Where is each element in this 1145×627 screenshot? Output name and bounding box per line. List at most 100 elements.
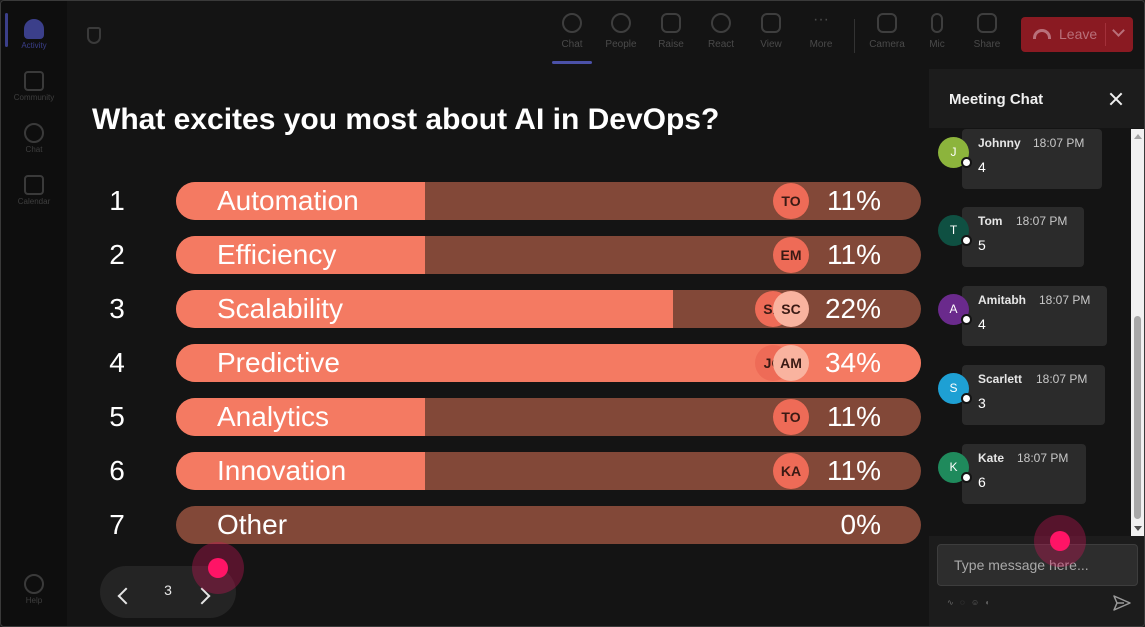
chat-sender-name: Tom bbox=[978, 214, 1003, 228]
rail-item-label: Calendar bbox=[17, 197, 51, 206]
leave-label: Leave bbox=[1059, 26, 1098, 42]
poll-option-label: Predictive bbox=[217, 347, 340, 378]
chat-timestamp: 18:07 PM bbox=[1033, 136, 1085, 150]
rail-item-help[interactable]: Help bbox=[5, 566, 63, 616]
poll-option-fill bbox=[176, 182, 425, 220]
poll-option-bar: Other 0% bbox=[176, 506, 921, 544]
poll-option-label: Efficiency bbox=[217, 239, 337, 270]
chat-scrollbar[interactable] bbox=[1131, 129, 1144, 536]
click-marker bbox=[192, 542, 244, 594]
scrollbar-thumb[interactable] bbox=[1134, 316, 1141, 519]
presence-status-dot bbox=[961, 472, 972, 483]
toolbar-mic-button[interactable]: Mic bbox=[914, 11, 960, 61]
toolbar-camera-button[interactable]: Camera bbox=[864, 11, 910, 61]
chat-sender-name: Kate bbox=[978, 451, 1005, 465]
rail-item-chat[interactable]: Chat bbox=[5, 115, 63, 165]
poll-option-label: Other bbox=[217, 509, 288, 540]
rail-item-activity[interactable]: Activity bbox=[5, 11, 63, 61]
chat-message-text: 4 bbox=[978, 316, 986, 332]
toolbar-react-button[interactable]: React bbox=[698, 11, 744, 61]
chat-timestamp: 18:07 PM bbox=[1017, 451, 1069, 465]
leave-button[interactable]: Leave bbox=[1021, 17, 1133, 52]
chat-timestamp: 18:07 PM bbox=[1039, 293, 1091, 307]
rail-item-label: Community bbox=[13, 93, 55, 102]
voter-avatar: AM bbox=[773, 345, 809, 381]
avatar[interactable]: S bbox=[938, 373, 969, 404]
chevron-left-icon bbox=[117, 587, 135, 605]
rail-item-calendar[interactable]: Calendar bbox=[5, 167, 63, 217]
rail-item-label: Activity bbox=[21, 41, 47, 50]
send-button[interactable] bbox=[1112, 594, 1132, 612]
toolbar-button-label: React bbox=[707, 39, 735, 50]
sticker-icon[interactable]: ◐ bbox=[985, 598, 993, 607]
left-rail: Activity Community Chat Calendar Help bbox=[1, 1, 67, 626]
chat-message[interactable]: Amitabh 18:07 PM 4 A bbox=[929, 286, 1131, 348]
toolbar-raise-button[interactable]: Raise bbox=[648, 11, 694, 61]
scroll-up-arrow-icon[interactable] bbox=[1134, 134, 1142, 139]
chat-icon bbox=[562, 13, 582, 33]
toolbar-chat-button[interactable]: Chat bbox=[549, 11, 595, 64]
presence-status-dot bbox=[961, 314, 972, 325]
chat-message[interactable]: Johnny 18:07 PM 4 J bbox=[929, 129, 1131, 191]
poll-option-number: 7 bbox=[109, 509, 125, 540]
prev-page-button[interactable] bbox=[110, 572, 144, 612]
toolbar-button-label: Raise bbox=[658, 39, 684, 50]
community-icon bbox=[24, 71, 44, 91]
rail-item-community[interactable]: Community bbox=[5, 63, 63, 113]
chat-message-list[interactable]: Johnny 18:07 PM 4 J Tom 18:07 PM 5 T Amitabh 18:0… bbox=[929, 129, 1131, 536]
emoji-icon[interactable]: ☺ bbox=[970, 598, 982, 607]
send-icon bbox=[1113, 595, 1131, 611]
poll-option-label: Analytics bbox=[217, 401, 330, 432]
poll-option-row: 2 Efficiency EM 11% bbox=[67, 236, 929, 274]
poll-option-fill bbox=[176, 452, 425, 490]
poll-option-percent: 11% bbox=[827, 401, 881, 432]
chat-message-bubble: Scarlett 18:07 PM 3 bbox=[962, 365, 1105, 425]
poll-option-bar: ScalabilitySASC22% bbox=[176, 290, 921, 328]
poll-option-number: 3 bbox=[109, 293, 125, 324]
poll-question: What excites you most about AI in DevOps… bbox=[92, 103, 720, 136]
chat-message[interactable]: Kate 18:07 PM 6 K bbox=[929, 444, 1131, 506]
toolbar-share-button[interactable]: Share bbox=[964, 11, 1010, 61]
attach-icon[interactable]: ∿ bbox=[947, 598, 956, 607]
presence-status-dot bbox=[961, 235, 972, 246]
poll-option-fill bbox=[176, 236, 425, 274]
chat-message-text: 6 bbox=[978, 474, 986, 490]
voter-avatar: TO bbox=[773, 399, 809, 435]
toolbar-people-button[interactable]: People bbox=[598, 11, 644, 61]
chat-sender-name: Johnny bbox=[978, 136, 1021, 150]
mic-icon bbox=[931, 13, 943, 33]
toolbar-button-label: More bbox=[809, 39, 833, 50]
chat-message-text: 4 bbox=[978, 159, 986, 175]
voter-avatar: EM bbox=[773, 237, 809, 273]
scroll-down-arrow-icon[interactable] bbox=[1134, 526, 1142, 531]
chat-header: Meeting Chat bbox=[929, 69, 1144, 129]
poll-option-fill bbox=[176, 290, 673, 328]
format-icon[interactable]: ◌ bbox=[959, 598, 967, 607]
chat-timestamp: 18:07 PM bbox=[1016, 214, 1068, 228]
presence-status-dot bbox=[961, 157, 972, 168]
chat-message-bubble: Kate 18:07 PM 6 bbox=[962, 444, 1086, 504]
toolbar-more-button[interactable]: ··· More bbox=[798, 11, 844, 61]
poll-option-fill bbox=[176, 398, 425, 436]
toolbar-divider bbox=[854, 19, 855, 53]
poll-option-number: 6 bbox=[109, 455, 125, 486]
more-icon: ··· bbox=[813, 11, 829, 28]
chevron-down-icon[interactable] bbox=[1112, 24, 1125, 37]
chat-message[interactable]: Scarlett 18:07 PM 3 S bbox=[929, 365, 1131, 427]
chat-message[interactable]: Tom 18:07 PM 5 T bbox=[929, 207, 1131, 269]
chat-message-input[interactable] bbox=[937, 544, 1138, 586]
poll-option-bar: Innovation KA 11% bbox=[176, 452, 921, 490]
bell-icon bbox=[24, 19, 44, 39]
chat-message-bubble: Tom 18:07 PM 5 bbox=[962, 207, 1084, 267]
format-toolbar: ∿ ◌ ☺ ◐ bbox=[947, 598, 992, 607]
shield-icon bbox=[87, 27, 101, 44]
poll-option-percent: 22% bbox=[824, 293, 881, 324]
chat-timestamp: 18:07 PM bbox=[1036, 372, 1088, 386]
poll-option-bar: Automation TO 11% bbox=[176, 182, 921, 220]
help-icon bbox=[24, 574, 44, 594]
chat-icon bbox=[24, 123, 44, 143]
poll-option-row: 6 Innovation KA 11% bbox=[67, 452, 929, 490]
toolbar-view-button[interactable]: View bbox=[748, 11, 794, 61]
toolbar-button-label: View bbox=[760, 39, 782, 50]
close-icon[interactable] bbox=[1106, 89, 1126, 109]
